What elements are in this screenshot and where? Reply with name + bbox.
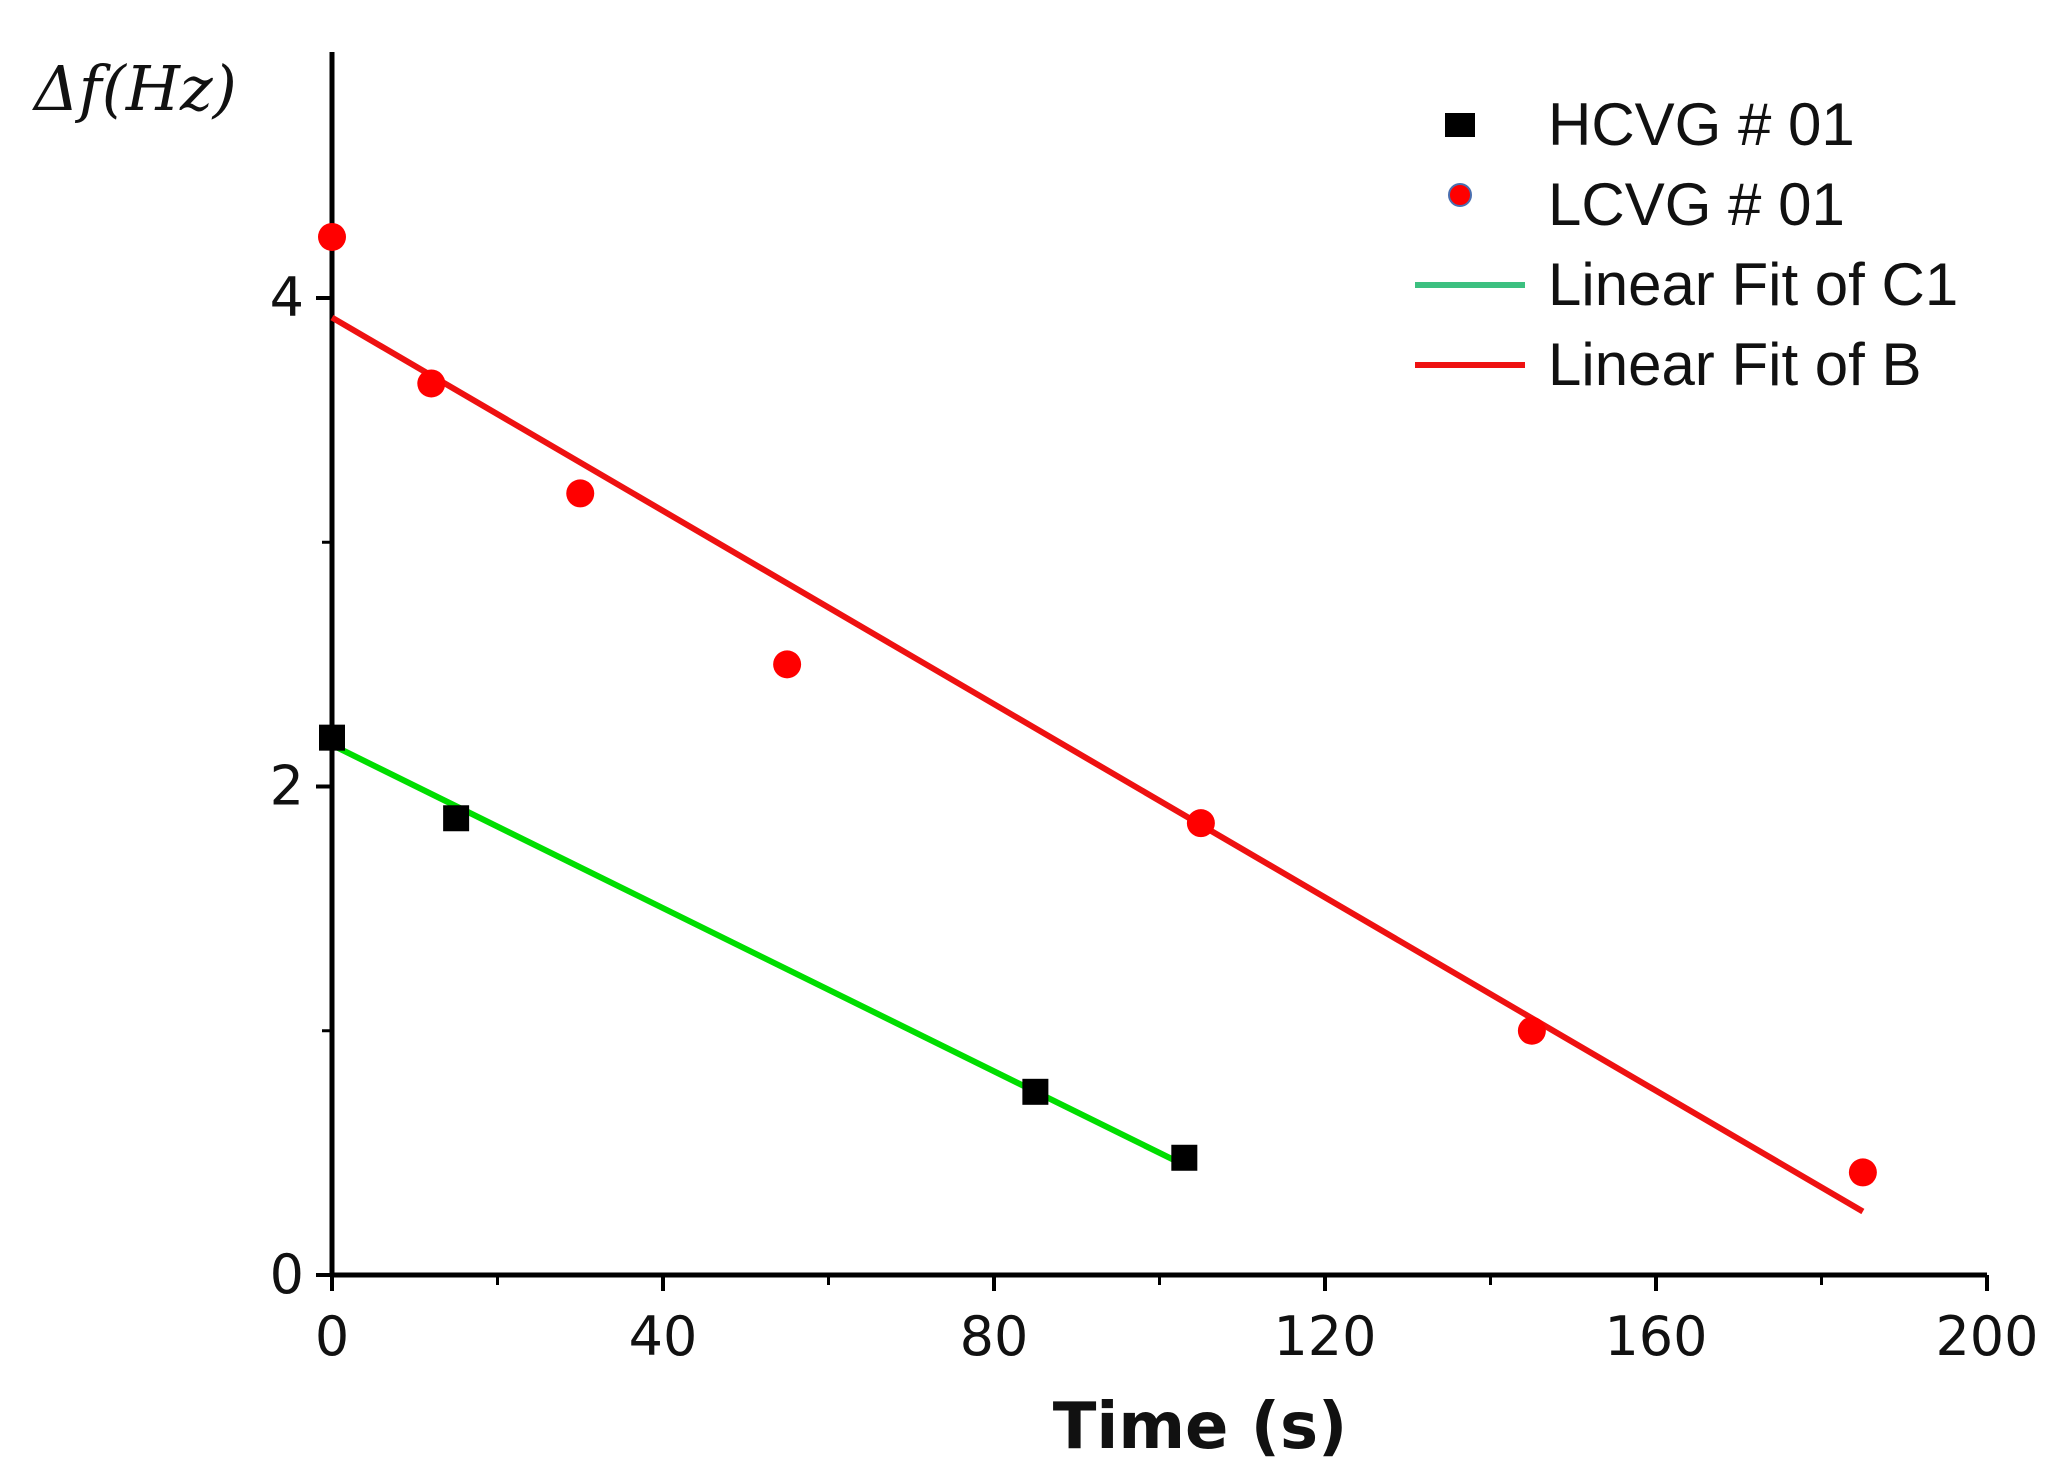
data-point-circle [318,222,346,251]
data-point-square [443,805,470,832]
legend-label: LCVG # 01 [1548,171,1845,238]
x-tick-label: 200 [1935,1305,2038,1368]
fit-lines [330,314,1865,1215]
fit-line [330,314,1865,1215]
data-points [318,222,1877,1187]
x-tick-label: 160 [1604,1305,1707,1368]
y-axis-label: Δf(Hz) [32,52,237,125]
x-tick-label: 120 [1273,1305,1376,1368]
legend-label: HCVG # 01 [1548,91,1855,158]
ticks: 0 40 80 120 160 200 0 2 4 [270,266,2039,1368]
data-point-square [1022,1078,1049,1105]
data-point-circle [1517,1016,1546,1045]
data-point-square [319,724,345,751]
legend-marker-square [1445,113,1475,137]
y-tick-label: 4 [270,266,304,329]
data-point-circle [566,479,595,508]
x-tick-label: 40 [629,1305,698,1368]
x-tick-label: 0 [315,1305,349,1368]
data-point-circle [1848,1158,1877,1187]
legend: HCVG # 01 LCVG # 01 Linear Fit of C1 Linear… [1415,91,1958,398]
legend-label: Linear Fit of B [1548,331,1922,398]
legend-marker-circle [1448,183,1472,207]
x-axis-label: Time (s) [1053,1390,1348,1464]
data-point-circle [773,650,802,679]
data-point-circle [417,369,446,398]
y-tick-label: 2 [270,755,304,818]
x-tick-label: 80 [960,1305,1029,1368]
legend-label: Linear Fit of C1 [1548,251,1958,318]
data-point-square [1171,1144,1198,1171]
y-tick-label: 0 [270,1243,304,1306]
data-point-circle [1186,809,1215,838]
